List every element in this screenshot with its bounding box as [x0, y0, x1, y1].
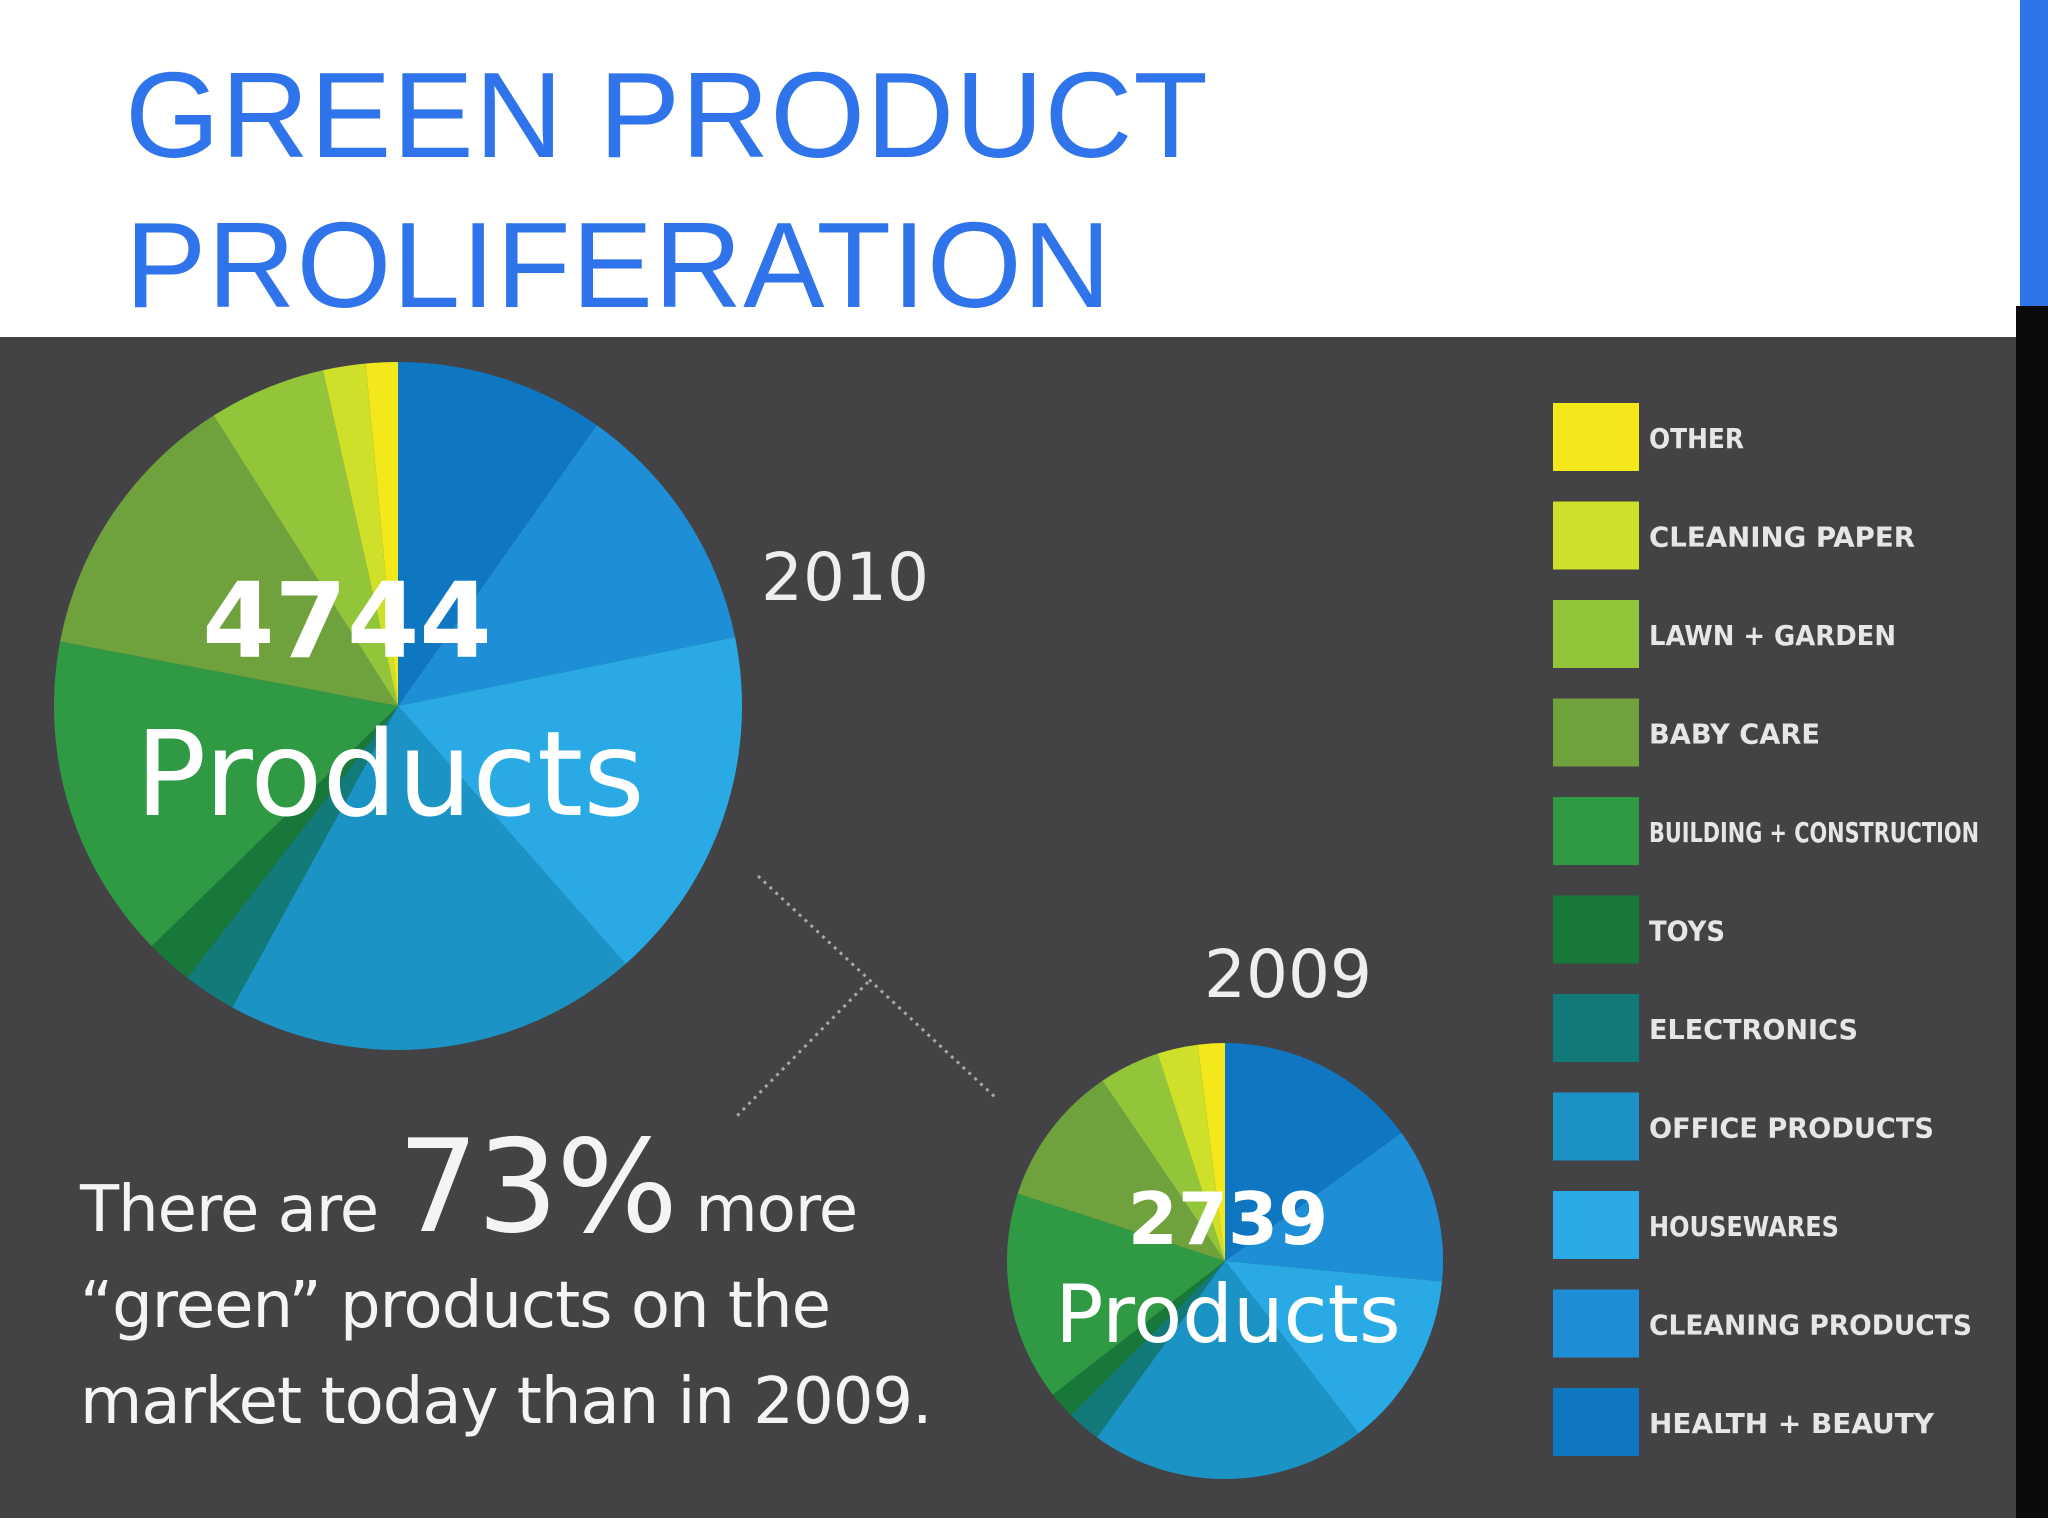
legend-swatch-toys [1553, 895, 1639, 964]
pie-2009-unit: Products [1055, 1268, 1400, 1361]
legend-swatch-baby-care [1553, 698, 1639, 767]
legend-label-baby-care: BABY CARE [1649, 718, 1820, 751]
pie-2010 [53, 362, 742, 1050]
legend-swatch-health-beauty [1553, 1388, 1639, 1456]
caption-text: There are 73% more “green” products on t… [80, 1124, 932, 1450]
pie-2010-slice-baby-care [60, 415, 399, 706]
slide-title-line-2: PROLIFERATION [125, 197, 1112, 333]
caption-percentage: 73% [397, 1113, 678, 1262]
legend-swatch-office-products [1553, 1092, 1639, 1161]
pie-2009 [1007, 1043, 1443, 1480]
side-strip [2016, 306, 2048, 1518]
legend-item-housewares: HOUSEWARES [1553, 1191, 1839, 1259]
connector-line-caption [733, 980, 870, 1120]
pie-2010-slice-health-beauty [398, 362, 597, 706]
legend-label-building-construction: BUILDING + CONSTRUCTION [1649, 816, 1979, 849]
legend-item-baby-care: BABY CARE [1553, 698, 1820, 767]
pie-2009-slice-other [1197, 1043, 1225, 1261]
chart-legend: OTHER CLEANING PAPER LAWN + GARDEN BABY CAR… [1553, 403, 1979, 1456]
pie-2010-unit: Products [135, 705, 645, 843]
legend-swatch-housewares [1553, 1191, 1639, 1259]
pie-2010-slice-housewares [398, 637, 742, 965]
legend-label-electronics: ELECTRONICS [1649, 1013, 1858, 1046]
pie-2009-slice-health-beauty [1225, 1043, 1402, 1261]
pie-2009-slice-toys [1052, 1261, 1225, 1416]
bottom-strip [0, 1518, 2048, 1536]
legend-swatch-other [1553, 403, 1639, 471]
legend-item-toys: TOYS [1553, 895, 1725, 964]
pie-2010-slice-building-construction [53, 641, 398, 947]
pie-2010-total: 4744 [202, 560, 491, 682]
pie-2010-slice-office-products [232, 706, 626, 1050]
legend-label-toys: TOYS [1649, 915, 1725, 948]
pie-2009-total: 2739 [1128, 1177, 1328, 1261]
slide-title: GREEN PRODUCT PROLIFERATION [125, 40, 1209, 340]
pie-2009-slice-building-construction [1007, 1193, 1225, 1395]
legend-label-lawn-garden: LAWN + GARDEN [1649, 619, 1896, 652]
legend-item-electronics: ELECTRONICS [1553, 994, 1858, 1062]
legend-item-other: OTHER [1553, 403, 1744, 471]
legend-item-cleaning-paper: CLEANING PAPER [1553, 501, 1915, 570]
slide-title-line-1: GREEN PRODUCT [125, 47, 1209, 183]
pie-2010-year: 2010 [761, 539, 929, 616]
pie-2009-slice-electronics [1070, 1261, 1225, 1438]
legend-label-cleaning-paper: CLEANING PAPER [1649, 521, 1915, 554]
pie-2010-slice-other [365, 362, 398, 706]
pie-2009-slice-housewares [1225, 1261, 1443, 1434]
legend-item-health-beauty: HEALTH + BEAUTY [1553, 1388, 1935, 1456]
pie-2010-slice-cleaning-paper [322, 363, 398, 706]
legend-label-housewares: HOUSEWARES [1649, 1210, 1839, 1243]
legend-item-office-products: OFFICE PRODUCTS [1553, 1092, 1934, 1161]
pie-2009-slice-cleaning-paper [1157, 1044, 1225, 1261]
pie-2009-slice-baby-care [1017, 1080, 1225, 1261]
pie-2010-slice-lawn-garden [213, 370, 398, 706]
caption-line-3: market today than in 2009. [80, 1365, 932, 1439]
legend-swatch-cleaning-products [1553, 1289, 1639, 1358]
accent-bar [2020, 0, 2048, 306]
legend-swatch-cleaning-paper [1553, 501, 1639, 570]
pie-2010-slice-toys [151, 706, 398, 978]
pie-2009-slice-cleaning-products [1225, 1132, 1443, 1282]
legend-item-building-construction: BUILDING + CONSTRUCTION [1553, 797, 1979, 865]
legend-swatch-electronics [1553, 994, 1639, 1062]
caption-part-1: There are [80, 1173, 398, 1247]
legend-item-lawn-garden: LAWN + GARDEN [1553, 600, 1896, 668]
connector-lines [733, 874, 997, 1120]
pie-2009-slice-lawn-garden [1102, 1053, 1225, 1261]
legend-label-health-beauty: HEALTH + BEAUTY [1649, 1407, 1935, 1440]
legend-label-office-products: OFFICE PRODUCTS [1649, 1112, 1934, 1145]
legend-label-other: OTHER [1649, 422, 1744, 455]
legend-swatch-building-construction [1553, 797, 1639, 865]
legend-label-cleaning-products: CLEANING PRODUCTS [1649, 1309, 1972, 1342]
legend-swatch-lawn-garden [1553, 600, 1639, 668]
pie-2010-slice-cleaning-products [398, 425, 736, 706]
caption-line-1: There are 73% more [80, 1124, 931, 1258]
caption-line-2: “green” products on the [80, 1269, 831, 1343]
pie-2009-year: 2009 [1204, 936, 1372, 1013]
pie-2010-slice-electronics [187, 706, 398, 1008]
connector-line-2010 [756, 874, 997, 1099]
legend-item-cleaning-products: CLEANING PRODUCTS [1553, 1289, 1972, 1358]
pie-2009-slice-office-products [1096, 1261, 1359, 1480]
caption-part-2: more [676, 1173, 858, 1247]
